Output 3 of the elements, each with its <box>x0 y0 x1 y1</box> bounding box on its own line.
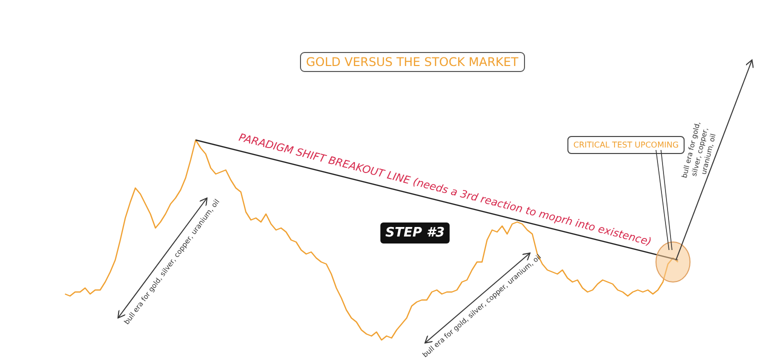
annotation: CRITICAL TEST UPCOMING <box>573 140 679 150</box>
chart-title: GOLD VERSUS THE STOCK MARKET <box>306 55 519 69</box>
annotation: STEP #3 <box>385 226 445 240</box>
